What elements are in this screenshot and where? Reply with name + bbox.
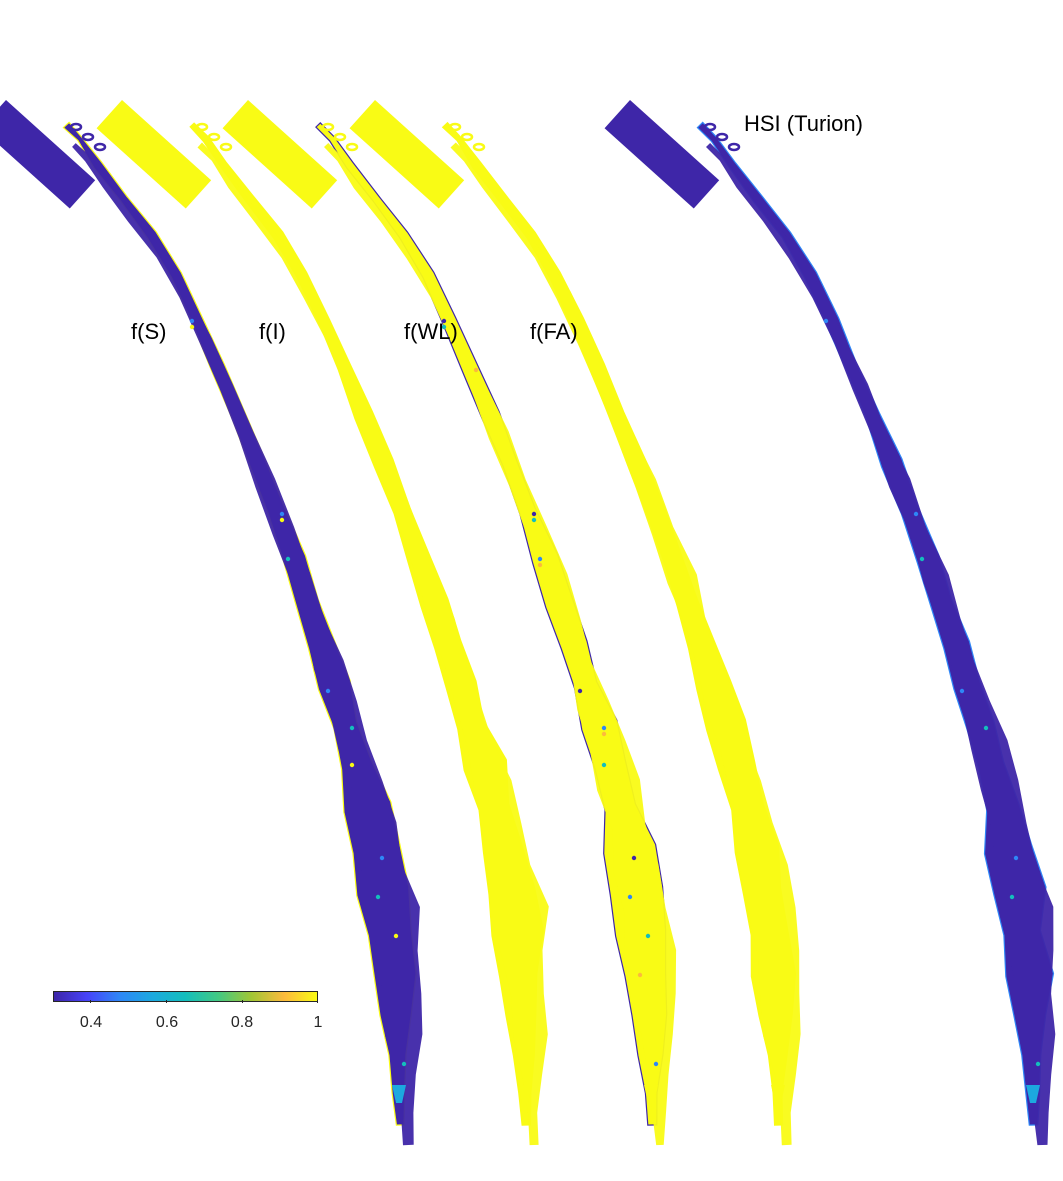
inlet-channel xyxy=(207,132,221,142)
colorbar-tick-label-1: 0.6 xyxy=(155,1014,179,1031)
value-speckle xyxy=(627,894,633,900)
inlet-channel xyxy=(333,132,347,142)
map-panels xyxy=(0,99,1056,1146)
value-speckle xyxy=(1009,894,1015,900)
bay-shape xyxy=(96,100,212,209)
bay-shape xyxy=(349,100,465,209)
value-speckle xyxy=(393,933,399,939)
map-panel-0 xyxy=(0,100,423,1146)
value-speckle xyxy=(645,933,651,939)
value-speckle xyxy=(601,731,607,737)
river-tail xyxy=(644,1085,658,1103)
bay-shape xyxy=(604,99,720,209)
value-speckle xyxy=(577,688,583,694)
value-speckle xyxy=(285,556,291,562)
river-tail xyxy=(392,1085,406,1103)
inlet-channel xyxy=(715,132,729,142)
value-speckle xyxy=(959,688,965,694)
value-speckle xyxy=(349,762,355,768)
inlet-channel xyxy=(727,142,741,152)
river-tail xyxy=(771,1085,785,1103)
value-speckle xyxy=(473,367,479,373)
inlet-channel xyxy=(460,132,474,142)
value-speckle xyxy=(537,562,543,568)
river-tail xyxy=(518,1085,532,1103)
colorbar xyxy=(53,991,318,1002)
value-speckle xyxy=(913,511,919,517)
value-speckle xyxy=(1013,855,1019,861)
value-speckle xyxy=(189,318,195,324)
value-speckle xyxy=(637,972,643,978)
inlet-channel xyxy=(703,122,717,132)
value-speckle xyxy=(325,688,331,694)
inlet-channel xyxy=(345,142,359,152)
river-tail xyxy=(1026,1085,1040,1103)
value-speckle xyxy=(189,324,195,330)
value-speckle xyxy=(919,556,925,562)
inlet-channel xyxy=(472,142,486,152)
value-speckle xyxy=(279,511,285,517)
inlet-channel xyxy=(219,142,233,152)
value-speckle xyxy=(279,517,285,523)
value-speckle xyxy=(631,855,637,861)
colorbar-tick-label-0: 0.4 xyxy=(79,1014,103,1031)
inlet-channel xyxy=(81,132,95,142)
inlet-channel xyxy=(195,122,209,132)
value-speckle xyxy=(653,1061,659,1067)
value-speckle xyxy=(531,511,537,517)
value-speckle xyxy=(441,318,447,324)
river-channel xyxy=(62,121,417,1126)
value-speckle xyxy=(401,1061,407,1067)
map-panel-3 xyxy=(349,100,801,1146)
colorbar-tickmark-0 xyxy=(90,1000,91,1003)
river-channel xyxy=(315,122,668,1126)
river-channel xyxy=(189,122,544,1126)
panel-label-f-s: f(S) xyxy=(131,319,167,344)
inlet-channel xyxy=(69,122,83,132)
map-panel-1 xyxy=(96,100,549,1146)
value-speckle xyxy=(531,517,537,523)
colorbar-tick-label-2: 0.8 xyxy=(230,1014,254,1031)
value-speckle xyxy=(601,725,607,731)
colorbar-tickmark-1 xyxy=(166,1000,167,1003)
value-speckle xyxy=(441,324,447,330)
map-panel-2 xyxy=(222,100,677,1146)
panel-label-hsi-turion: HSI (Turion) xyxy=(744,111,863,136)
colorbar-tickmark-2 xyxy=(242,1000,243,1003)
panel-label-f-i: f(I) xyxy=(259,319,286,344)
river-channel xyxy=(441,121,797,1126)
panel-label-f-fa: f(FA) xyxy=(530,319,578,344)
value-speckle xyxy=(379,855,385,861)
panel-label-f-wl: f(WL) xyxy=(404,319,458,344)
bay-shape xyxy=(0,100,96,209)
inlet-channel xyxy=(448,122,462,132)
colorbar-tickmark-3 xyxy=(317,1000,318,1003)
inlet-channel xyxy=(93,142,107,152)
value-speckle xyxy=(1035,1061,1041,1067)
map-panel-4 xyxy=(604,99,1056,1146)
value-speckle xyxy=(983,725,989,731)
value-speckle xyxy=(349,725,355,731)
value-speckle xyxy=(823,318,829,324)
colorbar-tick-label-3: 1 xyxy=(313,1014,323,1031)
value-speckle xyxy=(375,894,381,900)
inlet-channel xyxy=(321,122,335,132)
value-speckle xyxy=(601,762,607,768)
bay-shape xyxy=(222,100,338,209)
value-speckle xyxy=(537,556,543,562)
